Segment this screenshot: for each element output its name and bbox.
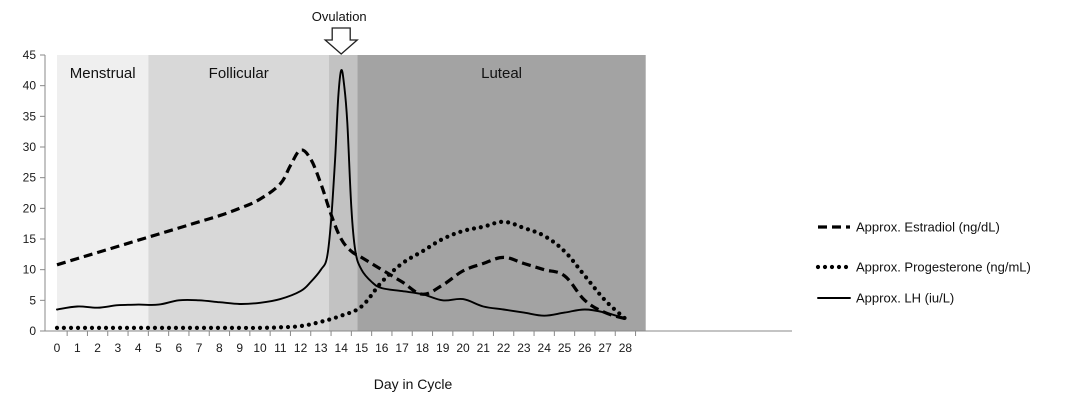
y-tick-label: 0 <box>29 324 36 338</box>
x-tick-label: 5 <box>155 341 162 355</box>
x-tick-label: 8 <box>216 341 223 355</box>
x-tick-label: 15 <box>355 341 369 355</box>
x-tick-label: 23 <box>517 341 531 355</box>
annotation: Ovulation <box>312 9 367 55</box>
x-tick-label: 13 <box>314 341 328 355</box>
x-tick-label: 17 <box>395 341 409 355</box>
x-tick-label: 28 <box>619 341 633 355</box>
x-tick-label: 27 <box>598 341 612 355</box>
x-tick-label: 0 <box>54 341 61 355</box>
x-tick-label: 22 <box>497 341 511 355</box>
y-tick-label: 20 <box>23 201 37 215</box>
legend-label: Approx. Progesterone (ng/mL) <box>856 260 1031 275</box>
legend-label: Approx. Estradiol (ng/dL) <box>856 220 1000 235</box>
x-tick-label: 18 <box>416 341 430 355</box>
y-tick-label: 40 <box>23 79 37 93</box>
phase-bands: Menstrual Follicular Luteal <box>57 55 646 331</box>
phase-band <box>357 55 646 331</box>
x-tick-label: 21 <box>477 341 491 355</box>
series-lines <box>54 68 628 331</box>
y-tick-label: 15 <box>23 232 37 246</box>
y-tick-label: 10 <box>23 263 37 277</box>
x-tick-label: 14 <box>335 341 349 355</box>
x-tick-label: 25 <box>558 341 572 355</box>
x-tick-label: 4 <box>135 341 142 355</box>
x-axis-title: Day in Cycle <box>374 376 453 392</box>
x-tick-label: 10 <box>253 341 267 355</box>
x-tick-label: 11 <box>274 341 287 355</box>
x-tick-label: 7 <box>196 341 203 355</box>
ovulation-label: Ovulation <box>312 9 367 24</box>
y-tick-label: 35 <box>23 109 37 123</box>
down-arrow-icon <box>323 27 359 55</box>
y-tick-label: 25 <box>23 171 37 185</box>
y-tick-label: 5 <box>29 293 36 307</box>
x-tick-label: 26 <box>578 341 592 355</box>
phase-band <box>148 55 330 331</box>
x-tick-label: 3 <box>115 341 122 355</box>
series-line <box>56 68 627 320</box>
phase-label: Menstrual <box>70 65 136 82</box>
phase-label: Luteal <box>481 65 522 82</box>
x-tick-label: 19 <box>436 341 450 355</box>
x-tick-label: 1 <box>74 341 81 355</box>
legend-label: Approx. LH (iu/L) <box>856 291 954 306</box>
phase-label: Follicular <box>209 65 269 82</box>
series-line <box>54 219 628 331</box>
x-tick-label: 16 <box>375 341 389 355</box>
x-tick-label: 6 <box>175 341 182 355</box>
y-tick-label: 30 <box>23 140 37 154</box>
phase-band <box>57 55 149 331</box>
x-tick-label: 2 <box>94 341 101 355</box>
legend: Approx. Estradiol (ng/dL) Approx. Progest… <box>815 220 1031 306</box>
y-tick-label: 45 <box>23 48 37 62</box>
x-tick-label: 12 <box>294 341 308 355</box>
x-tick-label: 9 <box>236 341 243 355</box>
x-tick-label: 20 <box>456 341 470 355</box>
x-tick-label: 24 <box>538 341 552 355</box>
